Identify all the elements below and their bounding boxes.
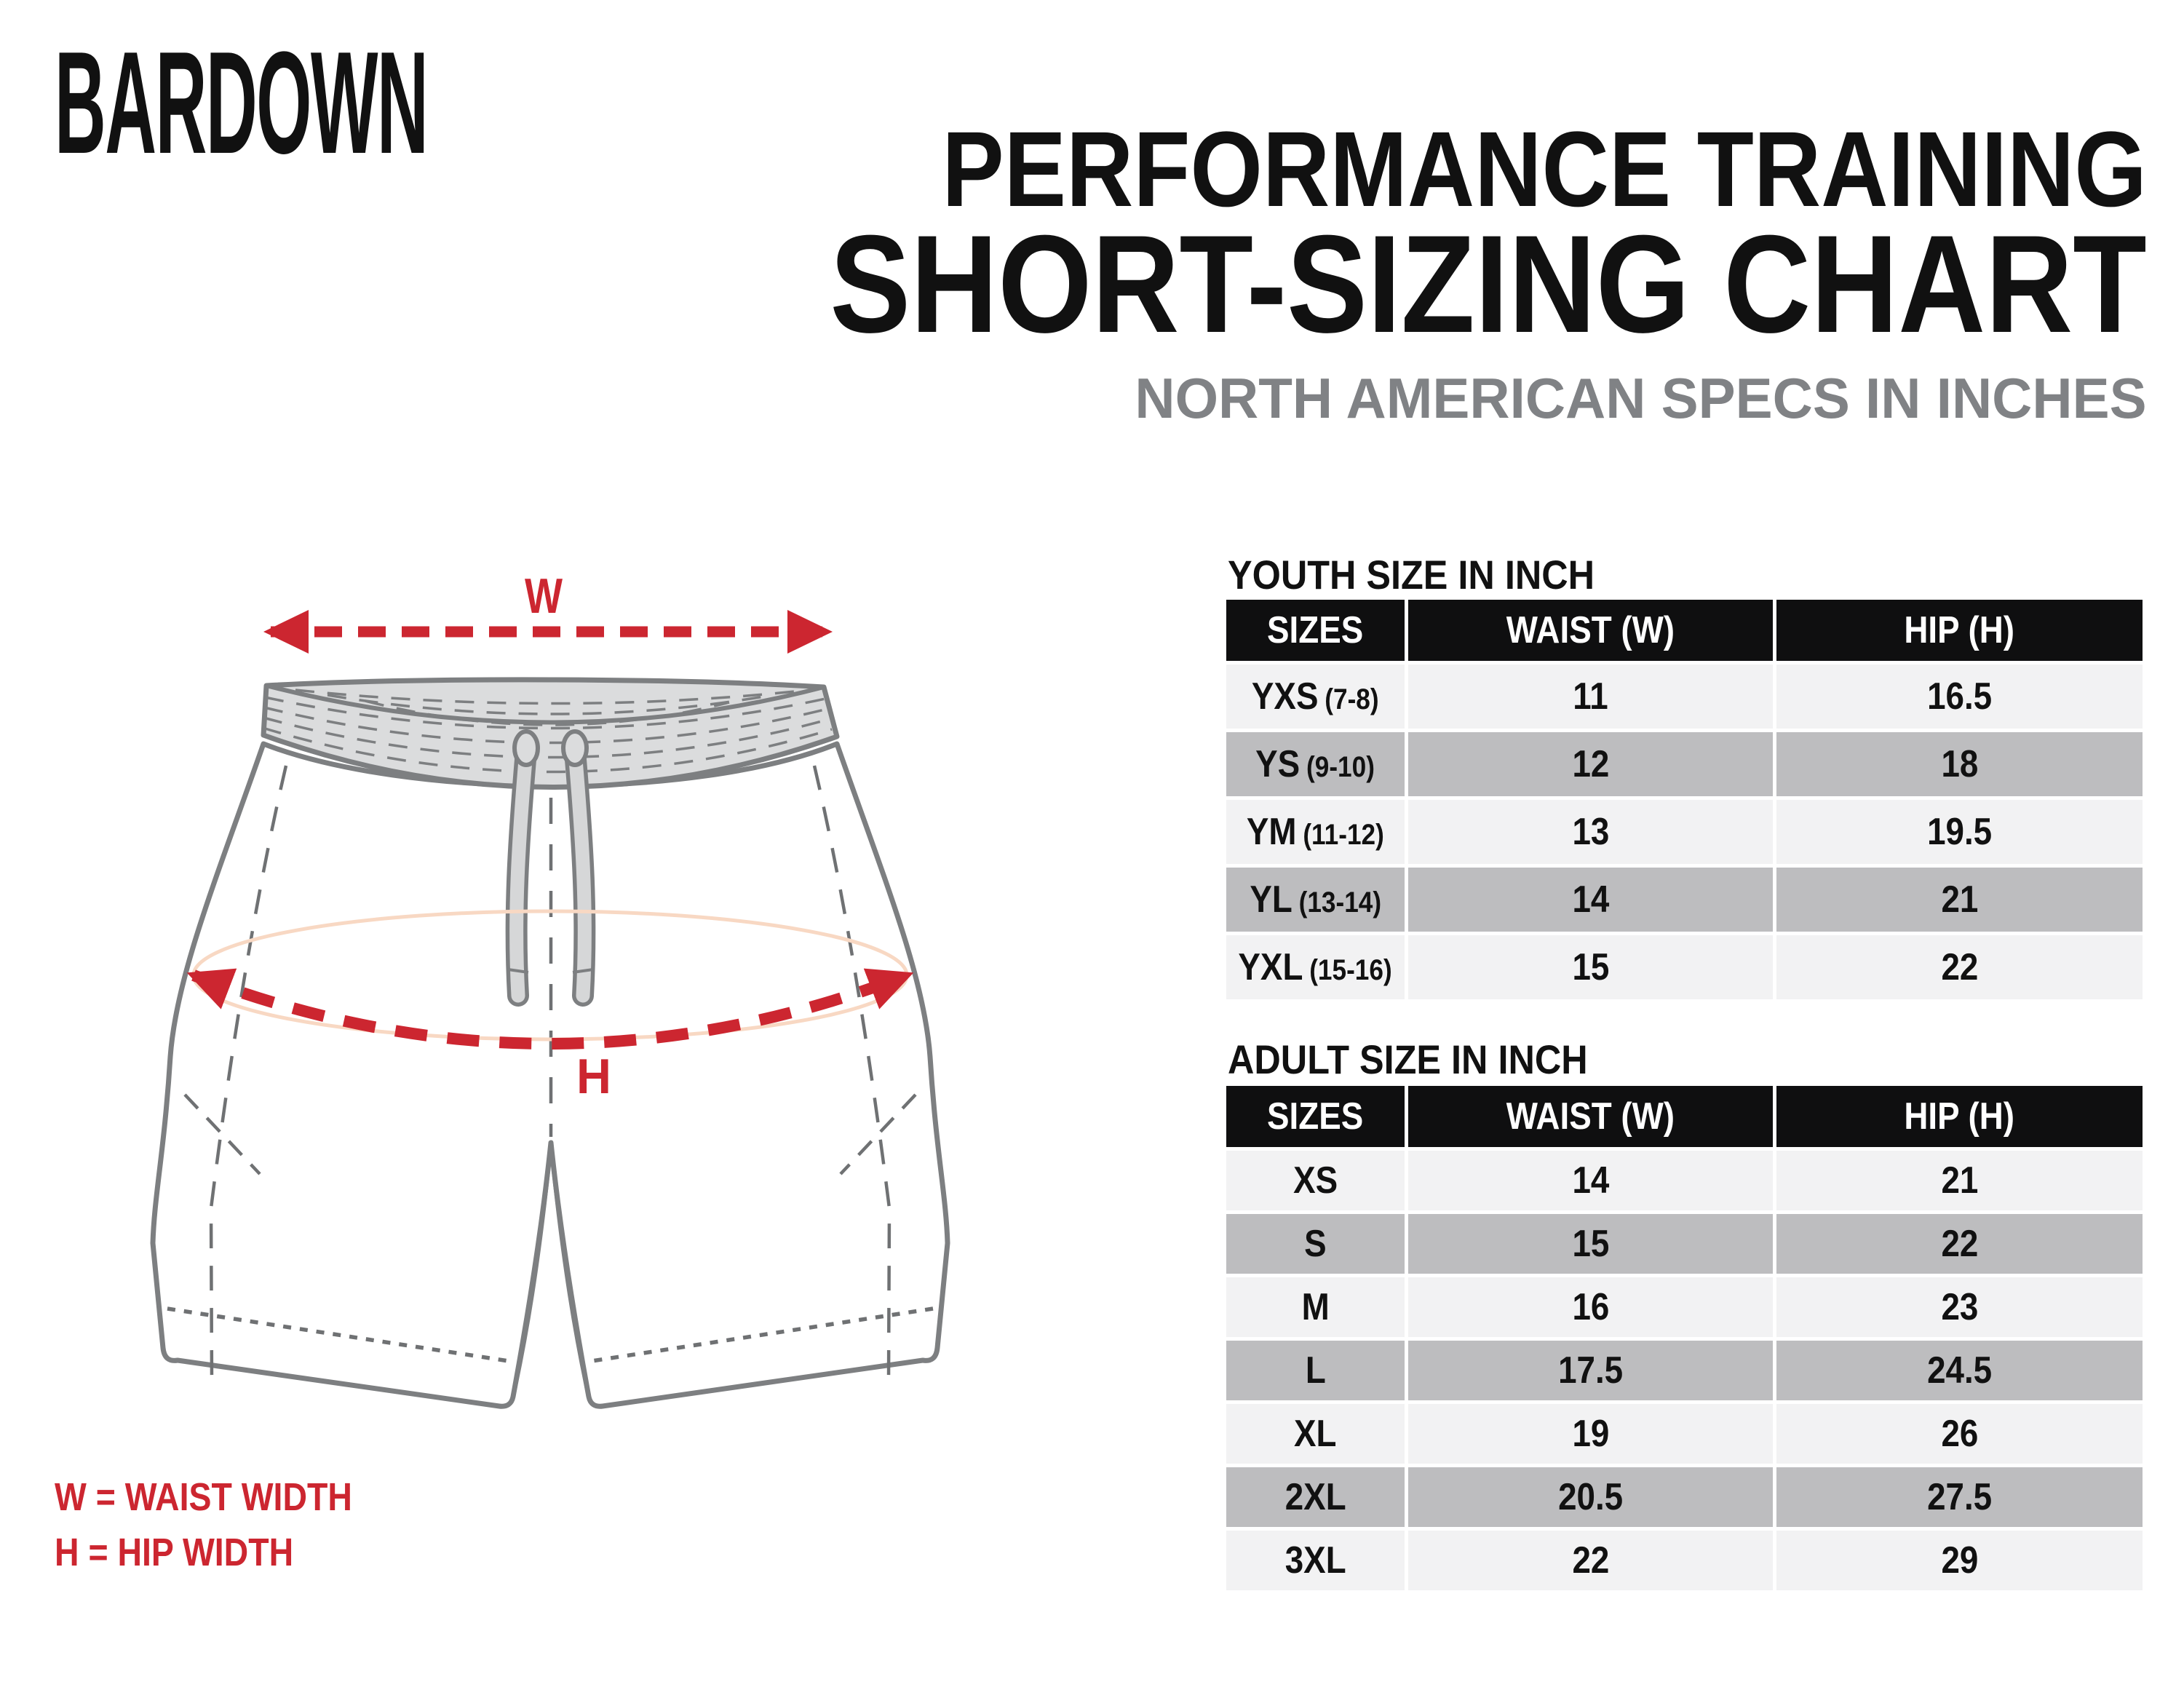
size-cell: YXS (7-8) xyxy=(1226,665,1405,729)
column-header: WAIST (W) xyxy=(1408,1086,1774,1147)
hip-cell: 21 xyxy=(1776,868,2143,932)
hip-cell: 22 xyxy=(1776,935,2143,999)
adult-table-title: ADULT SIZE IN INCH xyxy=(1228,1036,1588,1082)
size-cell: YM (11-12) xyxy=(1226,800,1405,864)
brand-logo: BARDOWN xyxy=(55,31,816,176)
page-title-line2: SHORT-SIZING CHART xyxy=(830,207,2147,362)
hip-cell: 26 xyxy=(1776,1404,2143,1464)
waist-cell: 12 xyxy=(1408,732,1774,796)
page-subtitle: NORTH AMERICAN SPECS IN INCHES xyxy=(1135,366,2147,430)
waist-cell: 14 xyxy=(1408,1151,1774,1210)
shorts-body xyxy=(150,741,950,1409)
page-title-line1: PERFORMANCE TRAINING xyxy=(942,110,2147,229)
size-cell: 3XL xyxy=(1226,1531,1405,1590)
waist-cell: 19 xyxy=(1408,1404,1774,1464)
page-title-block: PERFORMANCE TRAINING SHORT-SIZING CHART … xyxy=(633,116,2147,427)
waist-cell: 14 xyxy=(1408,868,1774,932)
waist-cell: 20.5 xyxy=(1408,1467,1774,1527)
hip-cell: 18 xyxy=(1776,732,2143,796)
waist-cell: 15 xyxy=(1408,1214,1774,1274)
size-cell: M xyxy=(1226,1277,1405,1337)
size-cell: YS (9-10) xyxy=(1226,732,1405,796)
waist-cell: 11 xyxy=(1408,665,1774,729)
size-table-grid: SIZES WAIST (W) HIP (H) YXS (7-8) 11 16.5 YS (9-… xyxy=(1226,600,2143,999)
size-cell: XL xyxy=(1226,1404,1405,1464)
waistband xyxy=(261,677,840,790)
size-cell: L xyxy=(1226,1341,1405,1400)
hip-measure-label: H xyxy=(576,1049,611,1104)
column-header: HIP (H) xyxy=(1776,1086,2143,1147)
adult-size-table: SIZES WAIST (W) HIP (H) XS 14 21 S 15 22 M 16 23 L 17… xyxy=(1226,1086,2143,1590)
waist-measure-label: W xyxy=(525,568,563,624)
legend-waist: W = WAIST WIDTH xyxy=(55,1475,352,1519)
size-cell: XS xyxy=(1226,1151,1405,1210)
hip-cell: 23 xyxy=(1776,1277,2143,1337)
hip-cell: 24.5 xyxy=(1776,1341,2143,1400)
size-cell: YL (13-14) xyxy=(1226,868,1405,932)
column-header: WAIST (W) xyxy=(1408,600,1774,661)
waist-cell: 16 xyxy=(1408,1277,1774,1337)
size-cell: YXL (15-16) xyxy=(1226,935,1405,999)
legend-hip: H = HIP WIDTH xyxy=(55,1531,294,1574)
brand-logo-text: BARDOWN xyxy=(55,22,429,184)
column-header: SIZES xyxy=(1226,1086,1405,1147)
hip-cell: 22 xyxy=(1776,1214,2143,1274)
waist-cell: 13 xyxy=(1408,800,1774,864)
waist-cell: 22 xyxy=(1408,1531,1774,1590)
youth-table-title: YOUTH SIZE IN INCH xyxy=(1228,552,1595,598)
hip-cell: 19.5 xyxy=(1776,800,2143,864)
size-cell: 2XL xyxy=(1226,1467,1405,1527)
hip-cell: 16.5 xyxy=(1776,665,2143,729)
waist-cell: 17.5 xyxy=(1408,1341,1774,1400)
hip-cell: 21 xyxy=(1776,1151,2143,1210)
hip-measure-arrow xyxy=(186,968,914,1050)
hip-cell: 27.5 xyxy=(1776,1467,2143,1527)
size-table-grid: SIZES WAIST (W) HIP (H) XS 14 21 S 15 22 M 16 23 L 17… xyxy=(1226,1086,2143,1590)
waist-cell: 15 xyxy=(1408,935,1774,999)
column-header: HIP (H) xyxy=(1776,600,2143,661)
hip-cell: 29 xyxy=(1776,1531,2143,1590)
shorts-illustration: W H xyxy=(150,568,950,1409)
size-cell: S xyxy=(1226,1214,1405,1274)
youth-size-table: SIZES WAIST (W) HIP (H) YXS (7-8) 11 16.5 YS (9-… xyxy=(1226,600,2143,999)
column-header: SIZES xyxy=(1226,600,1405,661)
